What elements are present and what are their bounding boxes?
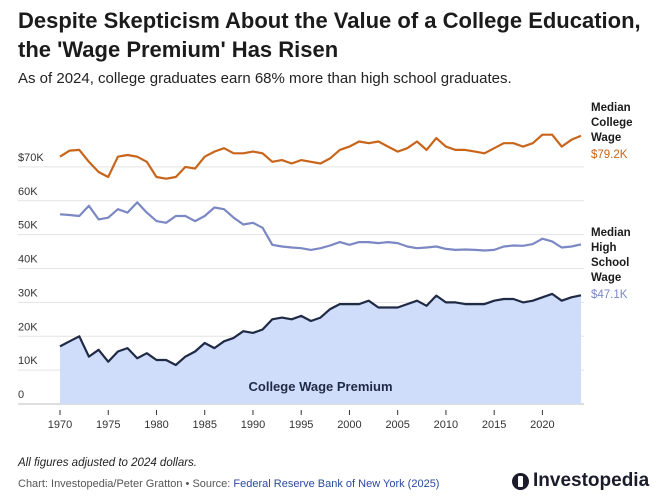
source-credit: Chart: Investopedia/Peter Gratton • Sour…	[18, 478, 439, 490]
high-school-wage-line	[60, 202, 581, 250]
y-tick-label: 30K	[18, 287, 38, 299]
college-wage-label-line: Median	[591, 102, 631, 114]
credit-text: Chart: Investopedia/Peter Gratton • Sour…	[18, 478, 230, 490]
y-axis-ticks: 0 10K 20K 30K 40K 50K 60K $70K	[18, 152, 44, 401]
footnote: All figures adjusted to 2024 dollars.	[18, 457, 197, 469]
y-tick-label: 0	[18, 389, 24, 401]
x-tick-label: 2010	[434, 419, 458, 431]
x-tick-label: 2020	[530, 419, 554, 431]
x-tick-label: 1980	[144, 419, 168, 431]
x-tick-label: 1995	[289, 419, 313, 431]
college-wage-label-line: College	[591, 117, 633, 129]
high-school-wage-label-line: School	[591, 257, 629, 269]
x-tick-label: 2000	[337, 419, 361, 431]
premium-area-label: College Wage Premium	[249, 379, 393, 394]
logo-mark-icon	[512, 473, 529, 490]
y-tick-label: 60K	[18, 186, 38, 198]
investopedia-logo: Investopedia	[512, 470, 649, 492]
x-tick-label: 1975	[96, 419, 120, 431]
college-wage-end-value: $79.2K	[591, 149, 628, 161]
high-school-wage-label-line: Median	[591, 227, 631, 239]
high-school-wage-end-value: $47.1K	[591, 289, 628, 301]
wage-chart: 0 10K 20K 30K 40K 50K 60K $70K 1970 1975 1980 1985…	[0, 0, 660, 504]
x-axis-ticks: 1970 1975 1980 1985 1990 1995 2000 2005 2010 2015…	[48, 410, 555, 431]
high-school-wage-label-line: Wage	[591, 272, 621, 284]
x-tick-label: 1990	[241, 419, 265, 431]
source-link[interactable]: Federal Reserve Bank of New York (2025)	[233, 478, 439, 490]
x-tick-label: 2015	[482, 419, 506, 431]
college-wage-label-line: Wage	[591, 132, 621, 144]
y-tick-label: 10K	[18, 355, 38, 367]
high-school-wage-label-line: High	[591, 242, 617, 254]
y-tick-label: $70K	[18, 152, 44, 164]
y-tick-label: 20K	[18, 321, 38, 333]
y-tick-label: 50K	[18, 220, 38, 232]
x-tick-label: 1985	[192, 419, 216, 431]
logo-text: Investopedia	[533, 470, 649, 492]
college-wage-line	[60, 135, 581, 179]
x-tick-label: 2005	[385, 419, 409, 431]
x-tick-label: 1970	[48, 419, 72, 431]
y-tick-label: 40K	[18, 254, 38, 266]
